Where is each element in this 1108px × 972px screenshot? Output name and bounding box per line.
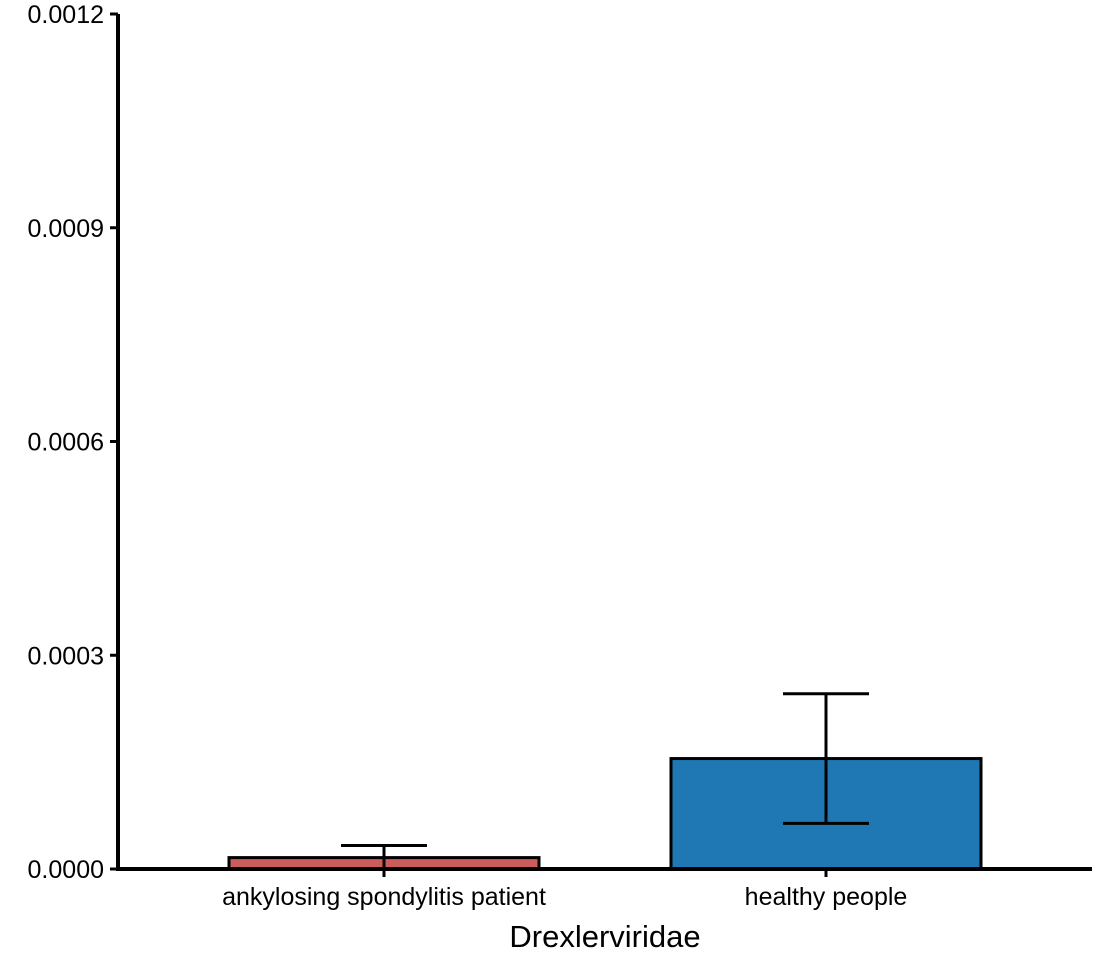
y-tick-label-1: 0.0003 (28, 642, 104, 670)
x-tick-label-0: ankylosing spondylitis patient (222, 883, 546, 911)
y-tick-label-2: 0.0006 (28, 429, 104, 457)
x-ticks: ankylosing spondylitis patient healthy pe… (222, 869, 907, 911)
y-tick-label-0: 0.0000 (28, 856, 104, 884)
bars-layer (227, 757, 983, 871)
y-tick-label-3: 0.0009 (28, 215, 104, 243)
x-axis-title: Drexlerviridae (509, 919, 700, 954)
x-tick-label-1: healthy people (745, 883, 908, 911)
errorbars-layer (341, 692, 869, 869)
y-tick-label-4: 0.0012 (28, 1, 104, 29)
y-ticks: 0.0000 0.0003 0.0006 0.0009 0.0012 (28, 1, 118, 884)
